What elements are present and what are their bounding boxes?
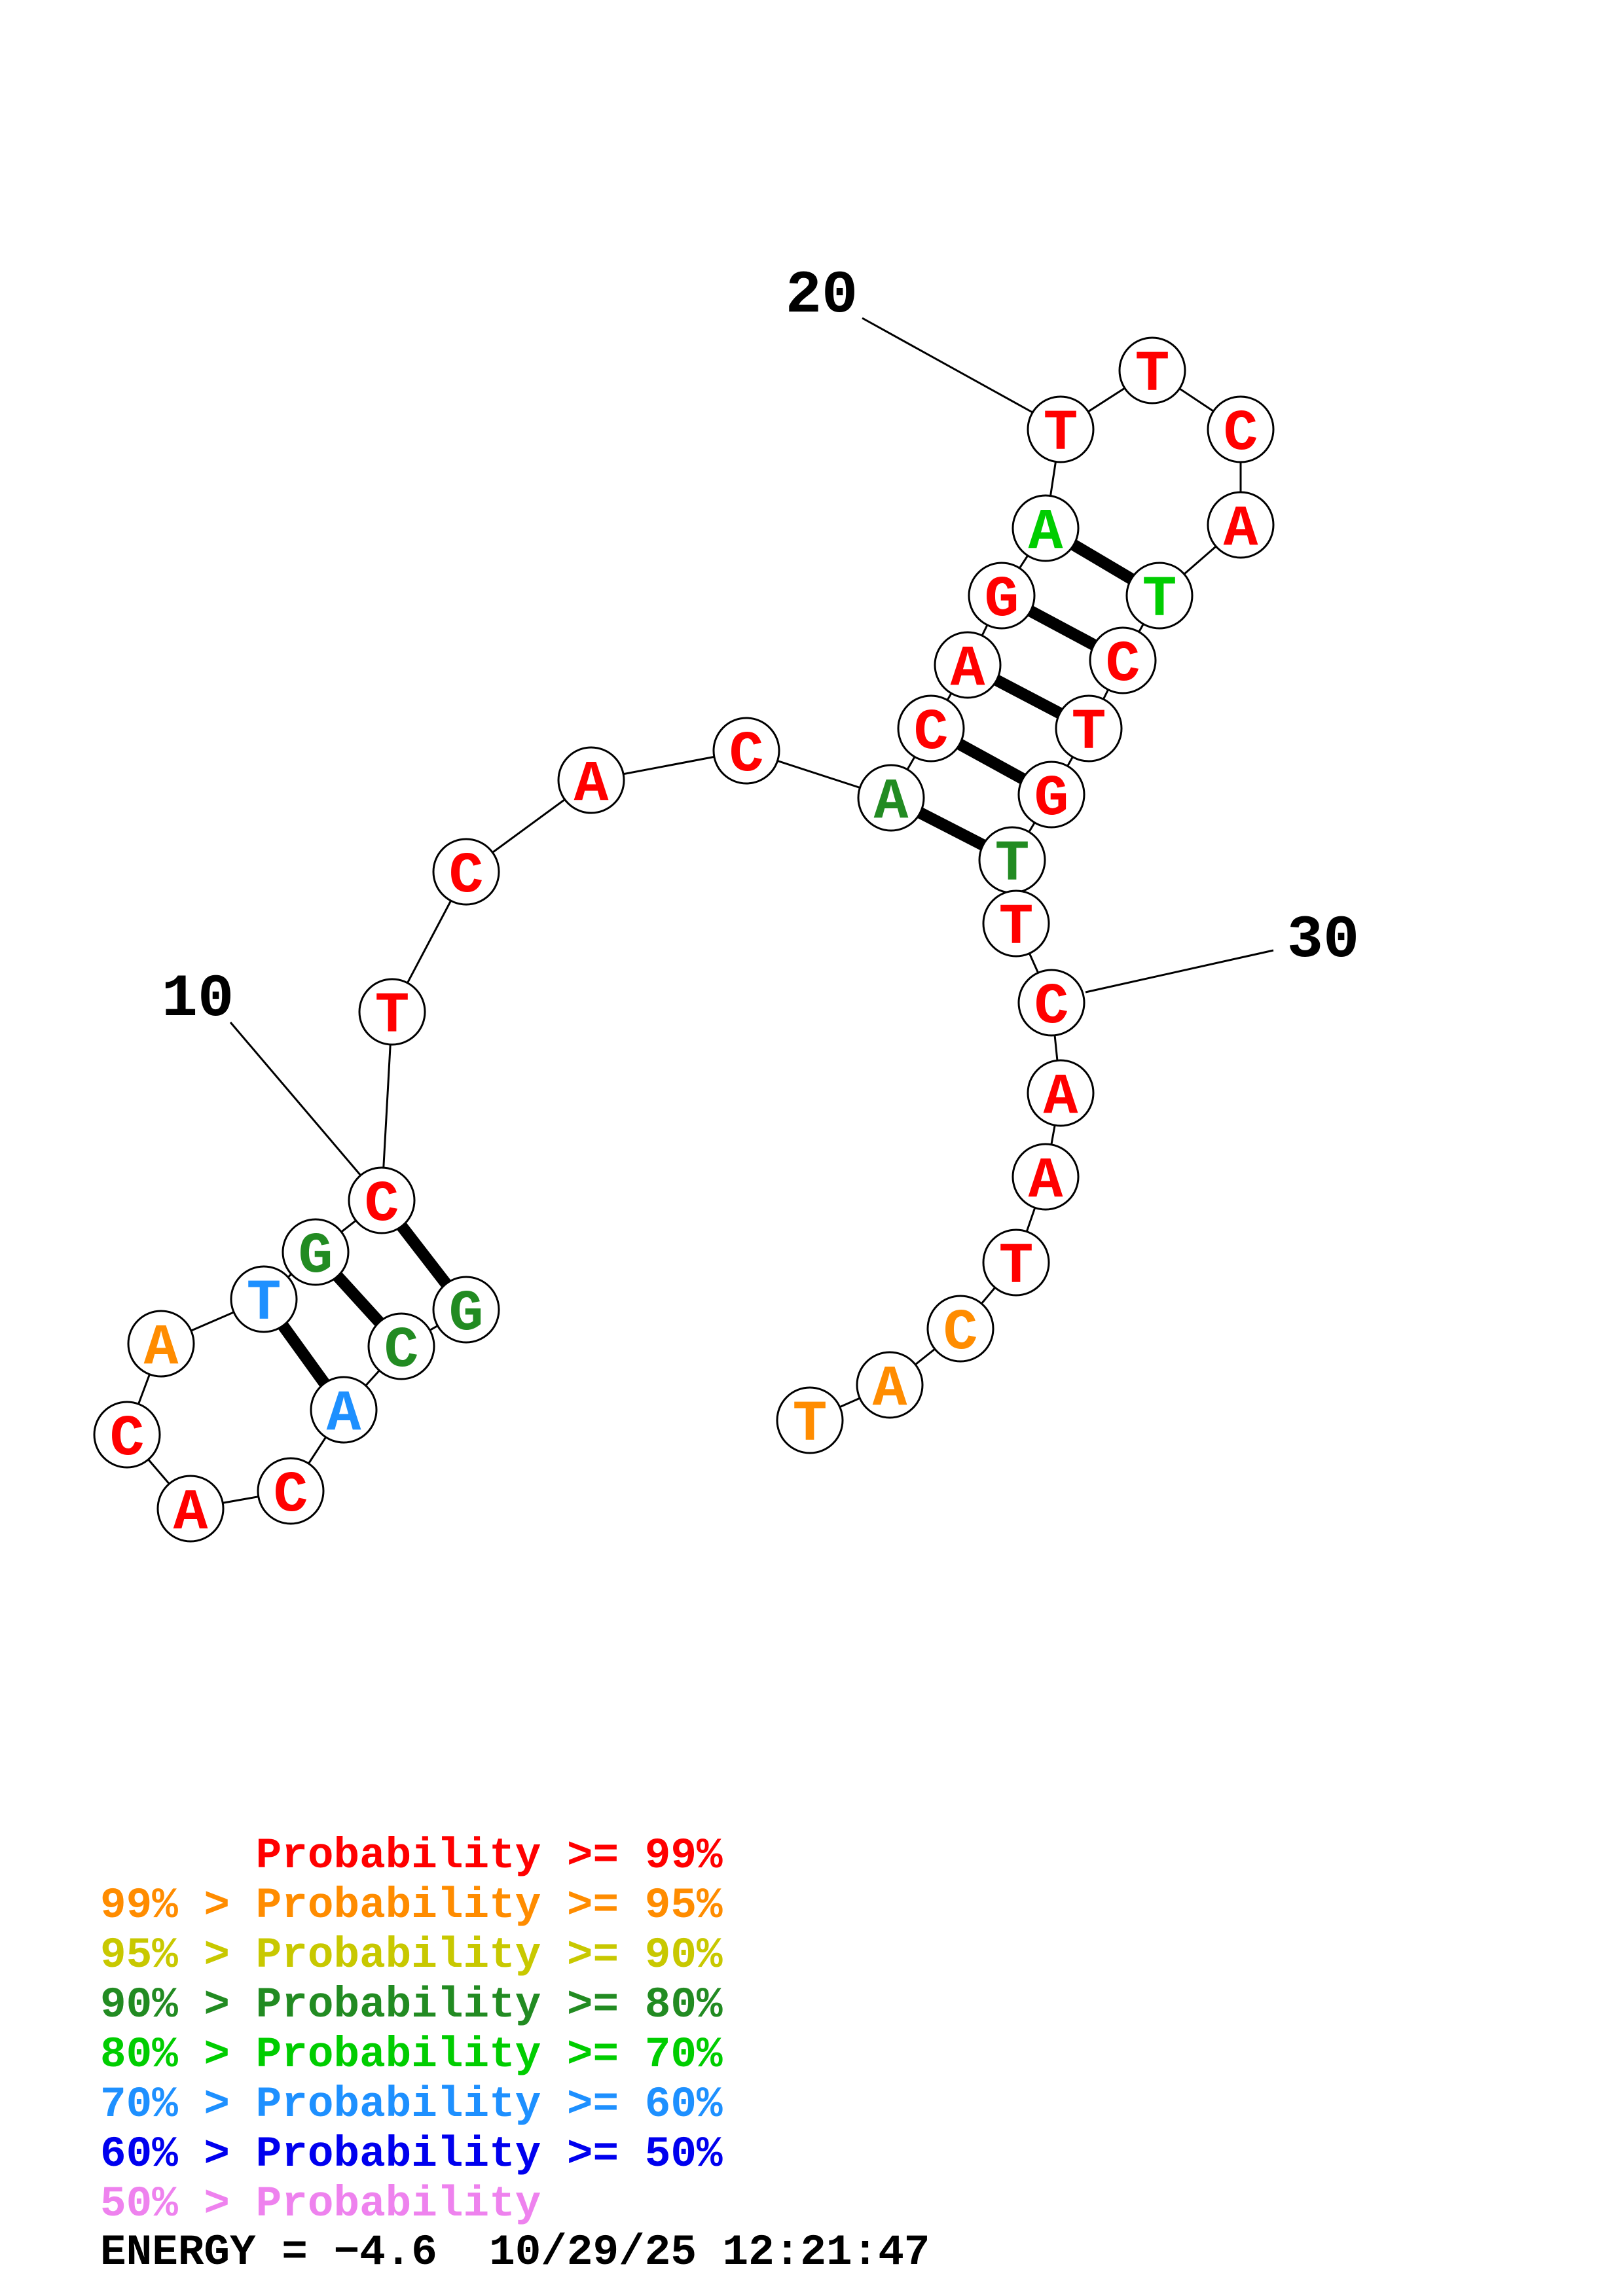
legend-line: 95% > Probability >= 90% <box>100 1931 723 1980</box>
legend-line: 70% > Probability >= 60% <box>100 2080 723 2129</box>
nucleotide-base-label: A <box>873 1357 907 1422</box>
nucleotide-circle <box>856 1351 924 1419</box>
nucleotide-circle <box>1207 395 1275 463</box>
nucleotide-circle <box>1017 969 1085 1037</box>
nucleotide-base-label: T <box>999 896 1034 961</box>
nucleotide-circle <box>230 1265 298 1333</box>
nucleotide-circle <box>1207 491 1275 559</box>
nucleotide-circle <box>358 978 426 1046</box>
nucleotide-base-label: C <box>1224 402 1258 467</box>
legend-line: Probability >= 99% <box>100 1831 723 1880</box>
label-pointer-line <box>1085 949 1274 994</box>
nucleotide-circle <box>776 1386 844 1454</box>
legend-line: 50% > Probability <box>100 2179 541 2229</box>
legend-line: 90% > Probability >= 80% <box>100 1981 723 2030</box>
nucleotide-base-label: T <box>375 984 410 1049</box>
nucleotide-base-label: C <box>1034 975 1069 1040</box>
nucleotide-circle <box>897 694 965 762</box>
nucleotide-base-label: C <box>1106 633 1140 698</box>
nucleotide-base-label: A <box>1044 1066 1078 1130</box>
nucleotide-circle <box>1027 395 1095 463</box>
nucleotide-circle <box>1055 694 1123 762</box>
nucleotide-base-label: A <box>327 1382 361 1447</box>
nucleotide-base-label: A <box>1029 501 1063 565</box>
nucleotide-base-label: A <box>1029 1149 1063 1214</box>
nucleotide-base-label: T <box>1135 343 1170 408</box>
nucleotide-base-label: T <box>1142 568 1177 633</box>
nucleotide-base-label: C <box>110 1407 145 1472</box>
nucleotide-circle <box>257 1457 325 1525</box>
nucleotide-base-label: T <box>793 1393 828 1458</box>
nucleotide-base-label: C <box>729 723 764 788</box>
nucleotide-circle <box>1017 761 1085 829</box>
nucleotide-circle <box>156 1475 225 1543</box>
nucleotide-base-label: C <box>365 1173 399 1238</box>
nucleotide-base-label: A <box>951 637 985 702</box>
nucleotide-circle <box>1012 1143 1080 1211</box>
nucleotide-circle <box>1012 494 1080 562</box>
nucleotide-circle <box>1089 626 1157 694</box>
nucleotide-base-label: A <box>144 1316 179 1381</box>
nucleotide-circle <box>310 1376 378 1444</box>
nucleotide-base-label: T <box>1044 402 1078 467</box>
nucleotide-circle <box>432 838 500 906</box>
legend-line: 60% > Probability >= 50% <box>100 2130 723 2179</box>
nucleotide-circle <box>127 1310 195 1378</box>
nucleotide-circle <box>557 746 625 814</box>
label-pointer-line <box>862 317 1033 414</box>
nucleotide-circle <box>1118 336 1186 404</box>
nucleotide-base-label: A <box>574 753 609 817</box>
position-label: 30 <box>1287 906 1359 975</box>
nucleotide-base-label: C <box>449 844 484 909</box>
probability-legend: Probability >= 99% 99% > Probability >= 9… <box>100 1831 723 2229</box>
nucleotide-base-label: G <box>985 568 1019 633</box>
nucleotide-circle <box>282 1218 350 1286</box>
nucleotide-circle <box>982 1229 1050 1297</box>
nucleotide-base-label: G <box>1034 767 1069 832</box>
nucleotide-base-label: T <box>1072 701 1106 766</box>
legend-line: 99% > Probability >= 95% <box>100 1881 723 1930</box>
nucleotide-base-label: T <box>999 1235 1034 1300</box>
position-label: 20 <box>786 261 858 330</box>
nucleotide-circle <box>968 562 1036 630</box>
nucleotide-circle <box>432 1276 500 1344</box>
legend-line: 80% > Probability >= 70% <box>100 2030 723 2079</box>
nucleotide-circle <box>712 717 780 785</box>
nucleotide-base-label: C <box>384 1319 419 1384</box>
nucleotide-circle <box>857 764 925 832</box>
nucleotide-base-label: T <box>247 1272 282 1336</box>
nucleotide-circle <box>934 631 1002 699</box>
nucleotide-circle <box>926 1295 994 1363</box>
nucleotide-base-label: T <box>995 833 1030 897</box>
nucleotide-base-label: G <box>449 1282 484 1347</box>
nucleotide-circle <box>982 889 1050 958</box>
position-label: 10 <box>162 965 234 1033</box>
nucleotide-base-label: A <box>874 770 909 835</box>
nucleotide-circle <box>1027 1059 1095 1127</box>
nucleotide-base-label: C <box>943 1301 978 1366</box>
nucleotide-base-label: G <box>299 1225 333 1289</box>
nucleotide-circle <box>348 1166 416 1234</box>
nucleotide-base-label: A <box>1224 497 1258 562</box>
nucleotide-circle <box>367 1312 435 1380</box>
nucleotide-circle <box>93 1401 161 1469</box>
nucleotide-circle <box>1125 562 1194 630</box>
nucleotide-base-label: A <box>173 1481 208 1546</box>
nucleotide-base-label: C <box>914 701 949 766</box>
label-pointer-line <box>229 1022 362 1176</box>
nucleotide-base-label: C <box>274 1463 308 1528</box>
energy-line: ENERGY = −4.6 10/29/25 12:21:47 <box>100 2228 930 2277</box>
